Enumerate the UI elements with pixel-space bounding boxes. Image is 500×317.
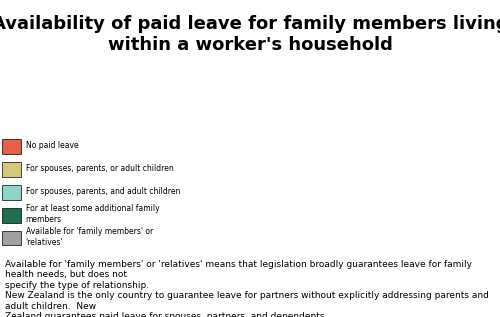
Text: Available for 'family members' or 'relatives' means that legislation broadly gua: Available for 'family members' or 'relat… — [5, 260, 489, 317]
FancyBboxPatch shape — [2, 162, 21, 177]
Text: Available for 'family members' or
'relatives': Available for 'family members' or 'relat… — [26, 227, 153, 247]
FancyBboxPatch shape — [2, 185, 21, 200]
Text: For at least some additional family
members: For at least some additional family memb… — [26, 204, 159, 224]
FancyBboxPatch shape — [2, 231, 21, 245]
Text: Availability of paid leave for family members living
within a worker's household: Availability of paid leave for family me… — [0, 16, 500, 54]
FancyBboxPatch shape — [2, 208, 21, 223]
Text: No paid leave: No paid leave — [26, 141, 78, 150]
Text: For spouses, parents, or adult children: For spouses, parents, or adult children — [26, 164, 174, 173]
FancyBboxPatch shape — [2, 139, 21, 154]
Text: For spouses, parents, and adult children: For spouses, parents, and adult children — [26, 187, 180, 196]
